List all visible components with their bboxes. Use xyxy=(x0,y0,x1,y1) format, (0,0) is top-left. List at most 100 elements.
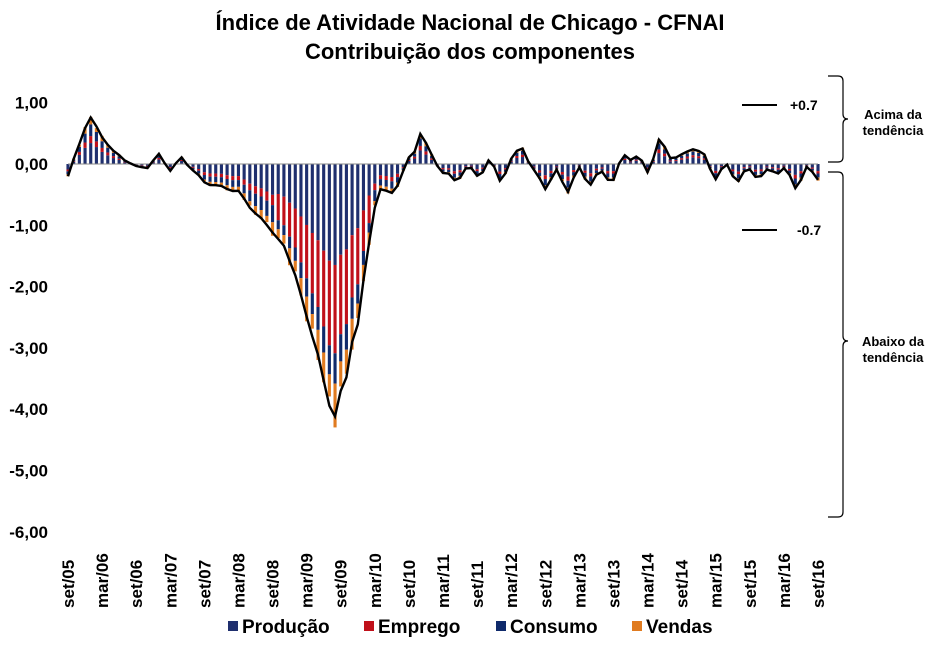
bar-segment-vendas xyxy=(248,201,252,206)
bar-segment-producao xyxy=(481,164,485,168)
bar-segment-emprego xyxy=(367,195,371,224)
bar-segment-producao xyxy=(776,164,780,169)
bar-segment-producao xyxy=(469,164,473,166)
below-trend-label-2: tendência xyxy=(863,350,924,365)
bar-segment-emprego xyxy=(657,149,661,154)
bar-segment-emprego xyxy=(748,166,752,168)
legend-swatch-emprego xyxy=(364,621,374,631)
bar-segment-producao xyxy=(600,164,604,168)
bar-segment-emprego xyxy=(782,165,786,167)
bar-segment-emprego xyxy=(475,169,479,172)
bar-segment-producao xyxy=(123,162,127,164)
bar-segment-producao xyxy=(589,164,593,174)
bar-segment-consumo xyxy=(697,152,701,157)
bar-segment-emprego xyxy=(515,155,519,158)
bar-segment-consumo xyxy=(424,146,428,152)
bar-segment-consumo xyxy=(543,179,547,186)
bar-segment-consumo xyxy=(89,124,93,137)
bar-segment-consumo xyxy=(776,169,780,173)
bar-segment-producao xyxy=(140,164,144,166)
bar-segment-emprego xyxy=(770,167,775,169)
bar-segment-consumo xyxy=(191,167,195,170)
bar-segment-producao xyxy=(231,164,235,177)
bar-segment-producao xyxy=(100,151,104,164)
bar-segment-consumo xyxy=(350,297,354,319)
bar-segment-emprego xyxy=(219,173,223,178)
y-tick-label: -2,00 xyxy=(9,278,48,297)
bar-segment-producao xyxy=(651,161,655,164)
bar-segment-consumo xyxy=(367,223,371,233)
bar-segment-producao xyxy=(384,164,388,177)
bar-segment-vendas xyxy=(219,182,223,186)
bar-segment-producao xyxy=(799,164,803,172)
bar-segment-consumo xyxy=(106,147,110,153)
bar-segment-emprego xyxy=(430,158,434,160)
bar-segment-producao xyxy=(509,161,513,164)
bar-segment-consumo xyxy=(498,174,502,179)
bar-segment-emprego xyxy=(140,165,144,166)
bar-segment-producao xyxy=(214,164,218,174)
bar-segment-vendas xyxy=(333,383,337,428)
bar-segment-vendas xyxy=(322,352,326,383)
bar-segment-consumo xyxy=(793,178,797,185)
bar-segment-emprego xyxy=(339,254,343,335)
bar-segment-producao xyxy=(373,164,377,184)
bar-segment-producao xyxy=(731,164,735,170)
bar-segment-emprego xyxy=(293,208,297,248)
legend-swatch-consumo xyxy=(496,621,506,631)
bar-segment-producao xyxy=(645,164,650,168)
bar-segment-producao xyxy=(742,164,746,168)
lower-brace xyxy=(828,171,849,518)
bar-segment-producao xyxy=(94,147,98,164)
x-tick-label: set/16 xyxy=(809,560,828,608)
bar-segment-producao xyxy=(236,164,241,177)
bar-segment-emprego xyxy=(413,156,417,159)
bar-segment-emprego xyxy=(606,171,610,174)
bar-segment-producao xyxy=(344,164,348,250)
bar-segment-producao xyxy=(498,164,502,172)
x-tick-label: mar/15 xyxy=(707,553,726,608)
bar-segment-consumo xyxy=(111,152,116,157)
bar-segment-producao xyxy=(265,164,269,192)
bar-segment-emprego xyxy=(322,250,326,327)
bar-segment-consumo xyxy=(788,170,792,174)
bar-segment-emprego xyxy=(532,166,536,168)
bar-segment-emprego xyxy=(168,167,172,169)
above-trend-label-1: Acima da xyxy=(864,107,923,122)
bar-segment-emprego xyxy=(498,171,502,175)
bar-segment-vendas xyxy=(299,278,303,296)
x-tick-label: mar/10 xyxy=(366,553,385,608)
bar-segment-emprego xyxy=(714,170,718,174)
bar-segment-emprego xyxy=(776,168,780,170)
bar-segment-producao xyxy=(719,164,723,167)
bar-segment-producao xyxy=(628,162,633,164)
bar-segment-consumo xyxy=(600,168,604,171)
y-tick-label: -4,00 xyxy=(9,400,48,419)
bar-segment-emprego xyxy=(253,186,258,194)
bar-segment-vendas xyxy=(270,222,275,236)
bar-segment-vendas xyxy=(276,229,280,239)
bar-segment-vendas xyxy=(288,248,292,266)
bar-segment-producao xyxy=(333,164,337,265)
bar-segment-vendas xyxy=(310,314,314,329)
bar-segment-producao xyxy=(276,164,280,195)
bar-segment-producao xyxy=(475,164,479,170)
bar-segment-producao xyxy=(515,157,519,164)
bar-segment-emprego xyxy=(481,167,485,169)
bar-segment-emprego xyxy=(270,194,275,206)
bar-segment-producao xyxy=(72,161,76,164)
bar-segment-emprego xyxy=(242,179,246,185)
bar-segment-consumo xyxy=(663,149,667,154)
bar-segment-consumo xyxy=(634,157,638,160)
bar-segment-producao xyxy=(407,160,411,164)
bar-segment-consumo xyxy=(219,177,223,183)
bar-segment-producao xyxy=(697,158,701,164)
bar-segment-consumo xyxy=(339,334,343,362)
bar-segment-consumo xyxy=(538,172,542,177)
bar-segment-vendas xyxy=(231,186,235,191)
bar-segment-emprego xyxy=(327,260,331,346)
chart-title-line-2: Contribuição dos componentes xyxy=(305,39,635,64)
bar-segment-consumo xyxy=(753,171,758,175)
bar-segment-producao xyxy=(788,164,792,169)
x-tick-label: mar/09 xyxy=(298,553,317,608)
